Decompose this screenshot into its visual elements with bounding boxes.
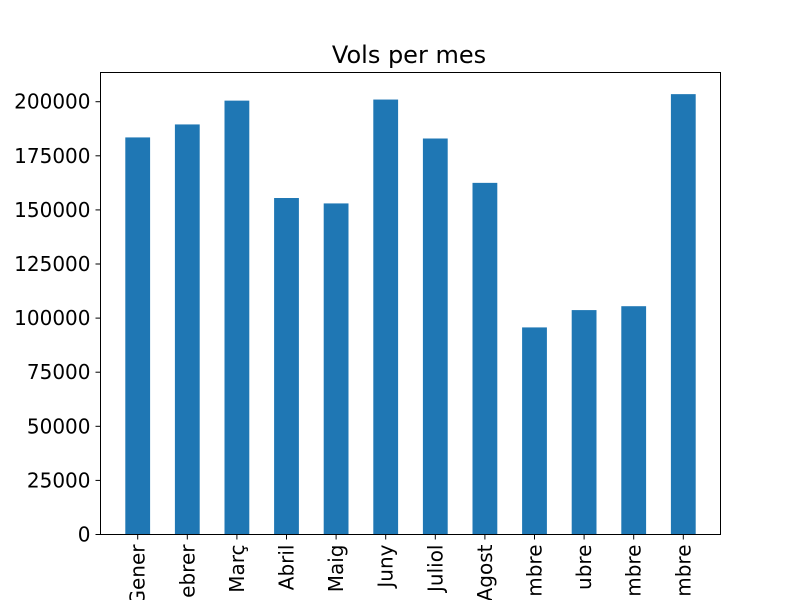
bar-juliol xyxy=(422,138,448,535)
bar-abril xyxy=(274,198,299,535)
x-tick-label: mbre xyxy=(622,545,646,597)
y-tick-label: 50000 xyxy=(27,414,91,438)
plot-frame xyxy=(100,72,721,535)
bar-gener xyxy=(125,137,151,535)
x-tick-label: Agost xyxy=(473,544,497,600)
x-tick-label: Març xyxy=(225,545,249,593)
y-tick-label: 175000 xyxy=(14,144,90,168)
x-tick-label: ubre xyxy=(572,545,596,590)
x-tick-label: ebrer xyxy=(175,544,199,598)
bar-agost xyxy=(472,182,498,535)
bar-maig xyxy=(323,203,349,535)
y-tick-label: 25000 xyxy=(27,468,91,492)
x-tick-label: Gener xyxy=(126,544,150,600)
x-tick-label: mbre xyxy=(671,545,695,597)
y-tick-label: 100000 xyxy=(14,306,90,330)
bar-febrer xyxy=(174,124,200,535)
bar-març xyxy=(224,100,250,535)
chart-title: Vols per mes xyxy=(332,41,486,69)
bars xyxy=(125,94,696,535)
bar-juny xyxy=(373,99,399,535)
bar-novembre xyxy=(621,306,647,535)
x-tick-label: mbre xyxy=(523,545,547,597)
y-tick-label: 75000 xyxy=(27,360,91,384)
bar-setembre xyxy=(522,327,547,535)
y-tick-label: 150000 xyxy=(14,198,90,222)
y-axis: 0 25000 50000 75000 100000 125000 150000 175000… xyxy=(14,90,101,547)
x-tick-label: Juny xyxy=(374,544,398,589)
bar-octubre xyxy=(571,310,597,535)
bar-desembre xyxy=(670,94,696,535)
x-axis: Gener ebrer Març Abril Maig Juny Juliol Agost mb… xyxy=(126,534,695,600)
x-tick-label: Abril xyxy=(275,545,299,591)
y-tick-label: 0 xyxy=(78,523,91,547)
y-tick-label: 200000 xyxy=(14,90,90,114)
y-tick-label: 125000 xyxy=(14,252,90,276)
x-tick-label: Juliol xyxy=(423,545,447,594)
x-tick-label: Maig xyxy=(324,545,348,593)
